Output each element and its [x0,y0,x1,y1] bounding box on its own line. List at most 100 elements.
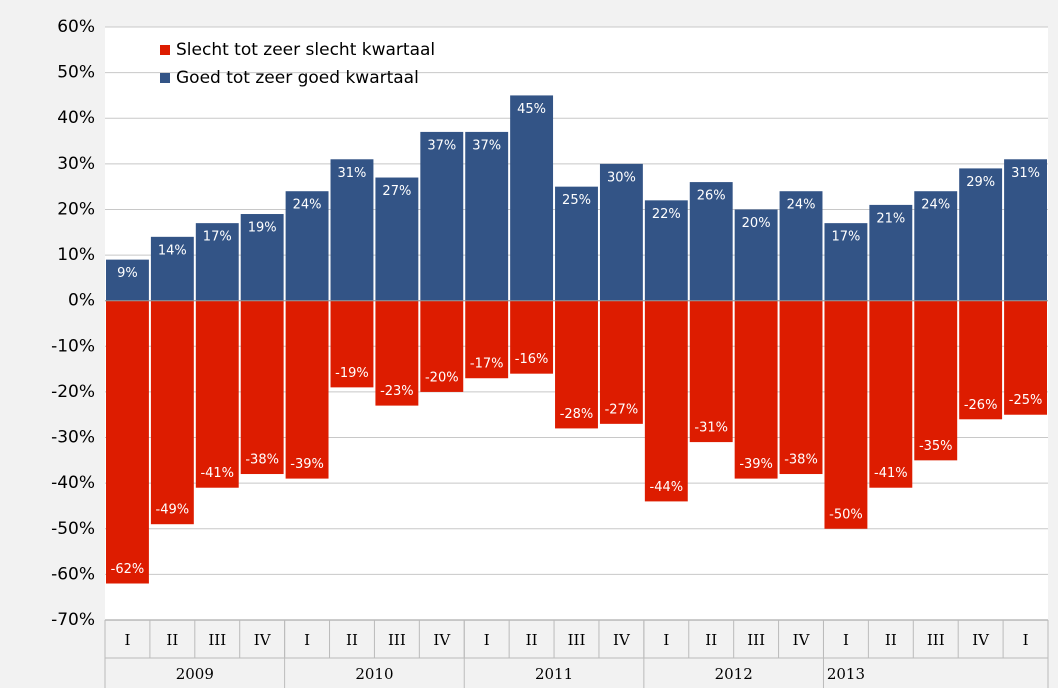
bar [510,300,554,374]
bar [195,300,239,488]
x-tick-label: III [208,631,226,649]
y-tick-label: 20% [57,199,95,219]
data-label: 17% [203,230,232,245]
bar [150,300,194,525]
bar [150,236,194,301]
bar [869,204,913,301]
x-tick-label: I [843,631,849,649]
x-group-label: 2013 [827,665,865,683]
y-tick-label: 30% [57,154,95,174]
y-tick-label: 10% [57,245,95,265]
data-label: -49% [156,503,190,518]
bar [510,95,554,301]
bar [1004,300,1047,415]
x-tick-label: II [705,631,717,649]
bar [420,300,464,392]
y-tick-label: -20% [51,382,95,402]
data-label: 24% [921,198,950,213]
data-label: 25% [562,193,591,208]
data-label: -16% [515,352,549,367]
x-tick-label: III [388,631,406,649]
y-tick-label: -10% [51,336,95,356]
data-label: 19% [248,221,277,236]
x-tick-label: II [526,631,538,649]
x-tick-label: IV [433,631,451,649]
bar [689,300,733,443]
bar [779,300,823,475]
data-label: -20% [425,370,459,385]
x-group-label: 2010 [355,665,393,683]
data-label: 22% [652,207,681,222]
data-label: -26% [964,398,998,413]
bar [106,259,149,301]
data-label: 21% [876,211,905,226]
x-tick-label: I [124,631,130,649]
bar [465,131,509,301]
data-label: 27% [382,184,411,199]
x-tick-label: IV [972,631,990,649]
y-tick-label: 60% [57,17,95,37]
data-label: 24% [787,198,816,213]
y-tick-label: -50% [51,519,95,539]
data-label: -35% [919,439,953,454]
data-label: -50% [829,507,863,522]
bar [106,300,149,584]
x-tick-label: III [568,631,586,649]
y-tick-label: -70% [51,610,95,630]
x-group-label: 2011 [535,665,573,683]
data-label: -39% [739,457,773,472]
bar [240,300,284,475]
x-group-label: 2012 [715,665,753,683]
data-label: 37% [472,138,501,153]
bar [285,300,329,479]
bar [555,300,598,429]
x-tick-label: I [484,631,490,649]
bar [420,131,464,301]
bar [375,177,419,301]
bar [599,163,643,301]
x-tick-label: IV [793,631,811,649]
data-label: -39% [290,457,324,472]
data-label: 20% [742,216,771,231]
y-tick-label: 50% [57,63,95,83]
data-label: -27% [605,402,639,417]
legend-swatch [160,73,170,83]
data-label: 30% [607,170,636,185]
x-tick-label: I [663,631,669,649]
x-tick-label: III [927,631,945,649]
data-label: -41% [200,466,234,481]
legend-label: Slecht tot zeer slecht kwartaal [176,40,435,60]
data-label: -31% [694,421,728,436]
bar [285,191,329,301]
bar [1004,159,1047,301]
y-tick-label: 0% [68,291,95,311]
bar [465,300,509,379]
bar [779,191,823,301]
legend-label: Goed tot zeer goed kwartaal [176,68,419,88]
data-label: 37% [427,138,456,153]
x-tick-label: I [304,631,310,649]
data-label: 9% [117,266,138,281]
legend-swatch [160,45,170,55]
x-group-label: 2009 [176,665,214,683]
data-label: -19% [335,366,369,381]
x-tick-label: III [747,631,765,649]
bar [689,182,733,301]
data-label: 31% [338,166,367,181]
data-label: 29% [966,175,995,190]
bar [824,223,868,301]
data-label: -41% [874,466,908,481]
bar [734,300,778,479]
y-tick-label: -60% [51,564,95,584]
bar [914,191,958,301]
data-label: 17% [831,230,860,245]
bar [555,186,598,301]
bar [644,200,688,301]
data-label: -44% [650,480,684,495]
y-tick-label: 40% [57,108,95,128]
data-label: -25% [1009,393,1043,408]
x-tick-label: IV [613,631,631,649]
data-label: -62% [111,562,145,577]
y-tick-label: -30% [51,428,95,448]
